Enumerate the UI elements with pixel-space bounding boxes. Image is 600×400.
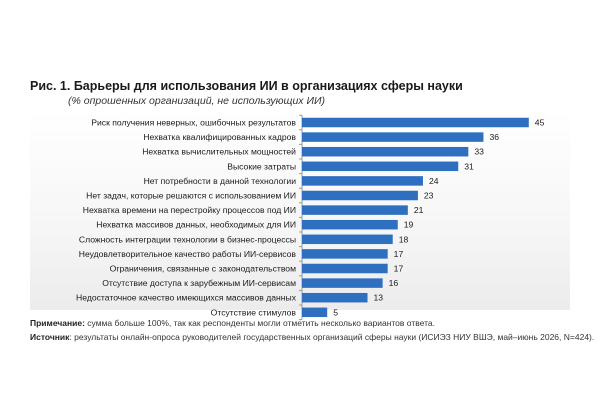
- category-label: Неудовлетворительное качество работы ИИ-…: [79, 249, 297, 259]
- category-label: Отсутствие стимулов: [211, 307, 297, 317]
- chart-title: Рис. 1. Барьеры для использования ИИ в о…: [30, 79, 463, 93]
- note-label: Примечание:: [30, 318, 85, 328]
- bar-value-label: 17: [394, 264, 404, 274]
- bar: [302, 249, 388, 259]
- bar: [302, 117, 529, 128]
- source-text: : результаты онлайн-опроса руководителей…: [69, 332, 595, 342]
- category-label: Нехватка времени на перестройку процессо…: [83, 205, 296, 215]
- bar: [302, 292, 368, 303]
- bar: [302, 161, 459, 172]
- bar: [302, 190, 418, 201]
- bar-value-label: 23: [424, 191, 434, 201]
- bar-value-label: 19: [404, 220, 414, 230]
- bar-value-label: 24: [429, 176, 439, 186]
- chart-panel-background: [30, 110, 570, 310]
- category-label: Нехватка вычислительных мощностей: [142, 147, 296, 157]
- bar-value-label: 31: [464, 161, 474, 171]
- category-label: Отсутствие доступа к зарубежным ИИ-серви…: [102, 278, 296, 288]
- bar: [302, 205, 408, 215]
- bar: [302, 278, 383, 288]
- bar-value-label: 13: [374, 293, 384, 303]
- bar: [302, 146, 469, 157]
- bar: [302, 234, 393, 245]
- category-label: Риск получения неверных, ошибочных резул…: [91, 118, 296, 128]
- bar-value-label: 33: [474, 147, 484, 157]
- source-label: Источник: [30, 332, 70, 342]
- chart-subtitle: (% опрошенных организаций, не использующ…: [68, 95, 325, 107]
- bar-value-label: 36: [489, 132, 499, 142]
- category-label: Высокие затраты: [227, 161, 296, 171]
- bar: [302, 176, 423, 186]
- category-label: Нет задач, которые решаются с использова…: [86, 191, 296, 201]
- chart-source: Источник: результаты онлайн-опроса руков…: [30, 332, 594, 342]
- category-label: Нехватка массивов данных, необходимых дл…: [96, 220, 296, 230]
- bar: [302, 132, 484, 142]
- category-label: Нехватка квалифицированных кадров: [143, 132, 296, 142]
- bar: [302, 263, 388, 274]
- bar-value-label: 18: [399, 234, 409, 244]
- bar-value-label: 5: [333, 307, 338, 317]
- bar-value-label: 21: [414, 205, 424, 215]
- category-label: Ограничения, связанные с законодательств…: [110, 264, 296, 274]
- category-label: Сложность интеграции технологии в бизнес…: [79, 234, 296, 244]
- bar-value-label: 45: [535, 118, 545, 128]
- category-label: Нет потребности в данной технологии: [144, 176, 297, 186]
- bar: [302, 219, 398, 230]
- bar-value-label: 16: [389, 278, 399, 288]
- bar: [302, 307, 328, 318]
- chart-note: Примечание: сумма больше 100%, так как р…: [30, 318, 435, 328]
- category-label: Недостаточное качество имеющихся массиво…: [76, 293, 297, 303]
- bar-value-label: 17: [394, 249, 404, 259]
- note-text: сумма больше 100%, так как респонденты м…: [84, 318, 435, 328]
